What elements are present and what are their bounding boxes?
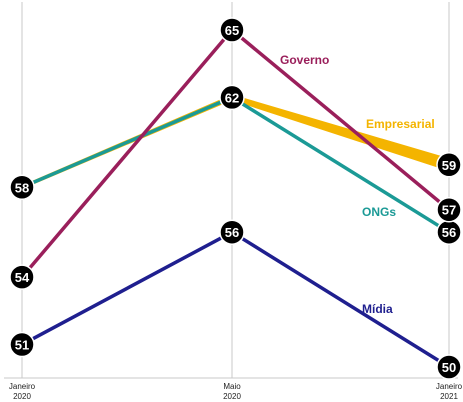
series-label-empresarial: Empresarial xyxy=(366,117,435,131)
series-labels: Empresarial ONGs Governo Mídia xyxy=(280,53,435,316)
data-point-circle xyxy=(219,219,245,245)
data-label-empresarial-2: 59 xyxy=(442,158,456,173)
data-point-circle xyxy=(219,17,245,43)
data-label-governo-2: 57 xyxy=(442,203,456,218)
data-point-governo-1: 65 xyxy=(219,17,245,43)
x-axis-ticks: Janeiro 2020 Maio 2020 Janeiro 2021 xyxy=(9,382,463,401)
data-point-ongs-2: 56 xyxy=(436,219,462,245)
data-label-midia-1: 56 xyxy=(225,225,239,240)
series-lines xyxy=(20,28,451,369)
data-label-midia-0: 51 xyxy=(15,338,29,353)
series-label-governo: Governo xyxy=(280,53,329,67)
series-line-empresarial xyxy=(22,94,449,190)
data-label-governo-1: 65 xyxy=(225,23,239,38)
data-point-circle xyxy=(219,84,245,111)
data-point-circle xyxy=(436,196,462,223)
data-point-governo-0: 54 xyxy=(9,264,35,290)
series-label-ongs: ONGs xyxy=(362,205,396,219)
data-point-circle xyxy=(436,354,462,380)
grid-lines xyxy=(4,2,458,379)
series-label-midia: Mídia xyxy=(362,302,393,316)
data-points: 58 62 59 56 54 65 57 51 56 50 xyxy=(9,17,462,380)
data-point-circle xyxy=(9,264,35,290)
x-tick-label-1: Maio 2020 xyxy=(223,382,241,401)
data-point-circle xyxy=(9,174,35,201)
data-point-empresarial-0: 58 xyxy=(9,174,35,201)
data-point-midia-1: 56 xyxy=(219,219,245,245)
data-point-circle xyxy=(9,331,35,358)
x-tick-label-0: Janeiro 2020 xyxy=(9,382,36,401)
data-point-governo-2: 57 xyxy=(436,196,462,223)
data-point-midia-0: 51 xyxy=(9,331,35,358)
data-point-empresarial-1: 62 xyxy=(219,84,245,111)
data-label-empresarial-1: 62 xyxy=(225,90,239,105)
x-tick-label-2: Janeiro 2021 xyxy=(436,382,463,401)
data-label-ongs-2: 56 xyxy=(442,225,456,240)
data-point-midia-2: 50 xyxy=(436,354,462,380)
data-point-circle xyxy=(436,152,462,178)
data-label-empresarial-0: 58 xyxy=(15,180,29,195)
data-point-empresarial-2: 59 xyxy=(436,152,462,178)
data-label-governo-0: 54 xyxy=(15,270,30,285)
data-label-midia-2: 50 xyxy=(442,360,456,375)
series-line-midia xyxy=(21,230,450,369)
